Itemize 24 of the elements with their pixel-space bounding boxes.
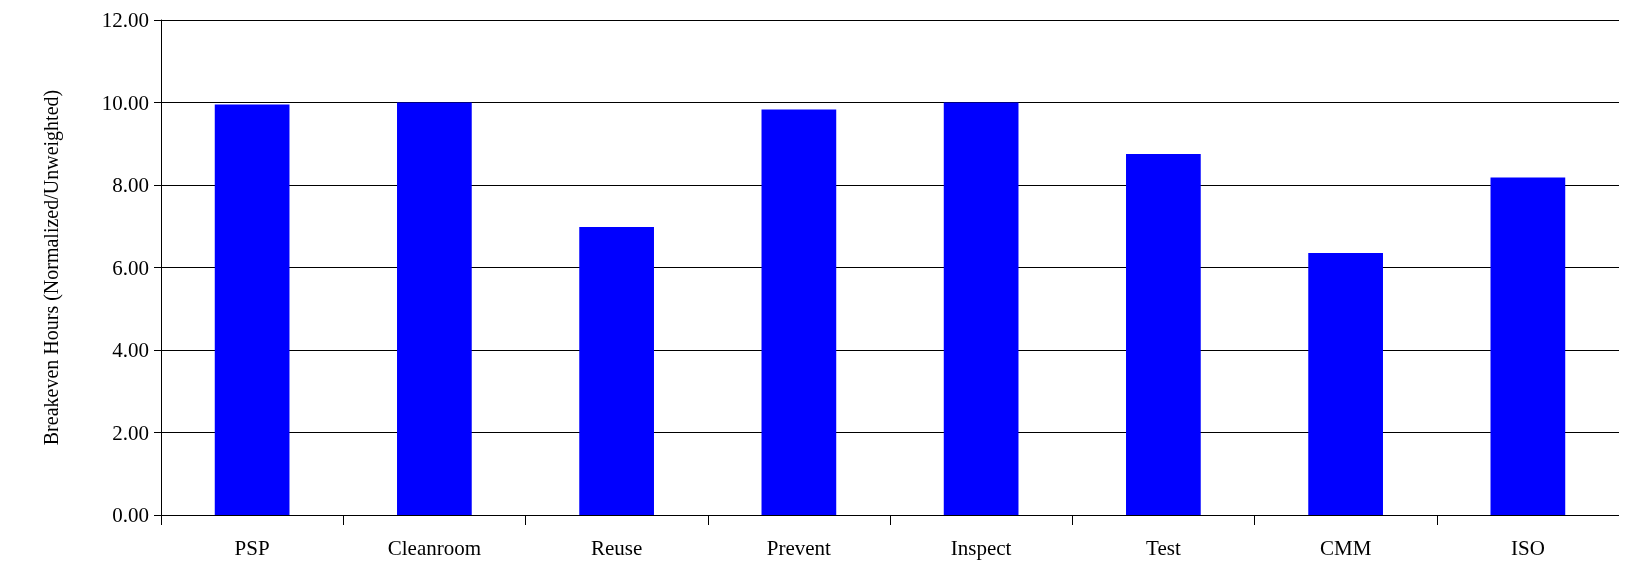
x-tick-label: CMM bbox=[1319, 535, 1372, 560]
x-tick-label: Inspect bbox=[950, 535, 1012, 560]
y-tick-label: 12.00 bbox=[101, 8, 149, 32]
x-tick-label: Test bbox=[1146, 535, 1181, 560]
x-tick-label: Reuse bbox=[590, 535, 643, 560]
bar bbox=[943, 102, 1019, 515]
y-tick-label: 2.00 bbox=[112, 420, 149, 445]
x-tick-label: Prevent bbox=[766, 535, 832, 560]
y-tick-label: 6.00 bbox=[112, 255, 149, 280]
x-tick-label: ISO bbox=[1510, 535, 1545, 560]
bar bbox=[579, 227, 654, 515]
y-tick-label: 10.00 bbox=[101, 90, 149, 115]
y-tick-label: 0.00 bbox=[112, 503, 149, 527]
x-tick-label: PSP bbox=[234, 535, 270, 560]
y-tick-label: 4.00 bbox=[112, 338, 149, 362]
bar bbox=[1490, 177, 1566, 515]
x-tick-label: Cleanroom bbox=[387, 535, 482, 560]
bar bbox=[1126, 154, 1201, 515]
y-tick-label: 8.00 bbox=[112, 173, 149, 197]
bar bbox=[214, 104, 290, 515]
bar bbox=[1308, 253, 1383, 515]
y-axis-title: Breakeven Hours (Normalized/Unweighted) bbox=[40, 89, 63, 446]
bar bbox=[761, 109, 837, 515]
bar bbox=[397, 102, 472, 515]
